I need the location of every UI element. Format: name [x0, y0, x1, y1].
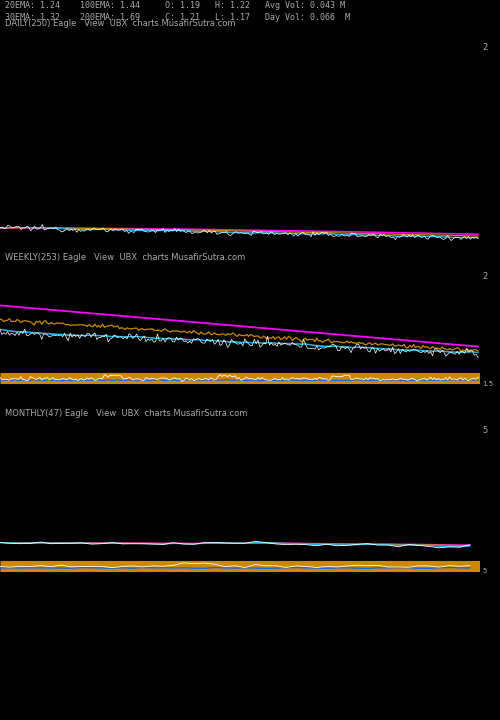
Text: 20EMA: 1.24    100EMA: 1.44     O: 1.19   H: 1.22   Avg Vol: 0.043 M: 20EMA: 1.24 100EMA: 1.44 O: 1.19 H: 1.22…	[5, 1, 345, 10]
Text: 2: 2	[482, 43, 488, 52]
Text: 2: 2	[482, 272, 488, 281]
Text: 5: 5	[482, 426, 488, 435]
Text: MONTHLY(47) Eagle   View  UBX  charts.MusafirSutra.com: MONTHLY(47) Eagle View UBX charts.Musafi…	[5, 409, 248, 418]
Text: 1.5: 1.5	[482, 381, 494, 387]
Text: WEEKLY(253) Eagle   View  UBX  charts.MusafirSutra.com: WEEKLY(253) Eagle View UBX charts.Musafi…	[5, 253, 245, 262]
Text: DAILY(250) Eagle   View  UBX  charts.MusafirSutra.com: DAILY(250) Eagle View UBX charts.Musafir…	[5, 19, 235, 28]
Text: 5: 5	[482, 568, 487, 575]
Text: 30EMA: 1.32    200EMA: 1.69     C: 1.21   L: 1.17   Day Vol: 0.066  M: 30EMA: 1.32 200EMA: 1.69 C: 1.21 L: 1.17…	[5, 12, 350, 22]
